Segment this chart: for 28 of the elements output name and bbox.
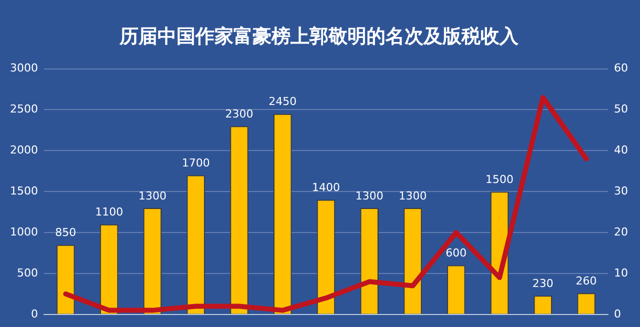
y2-tick-label: 60 — [614, 62, 628, 75]
y-tick-label: 500 — [16, 266, 38, 280]
data-label: 850 — [55, 226, 76, 240]
chart-title: 历届中国作家富豪榜上郭敬明的名次及版税收入 — [118, 25, 520, 48]
data-label: 260 — [576, 274, 597, 288]
data-label: 1300 — [398, 189, 427, 202]
data-label: 1300 — [355, 189, 384, 202]
y2-tick-label: 50 — [614, 102, 628, 116]
y-tick-label: 0 — [30, 307, 38, 320]
y-tick-label: 2500 — [10, 102, 38, 116]
data-label: 1400 — [312, 181, 340, 194]
y2-tick-label: 30 — [614, 184, 628, 198]
data-label: 1700 — [182, 156, 210, 170]
data-label: 1500 — [486, 172, 514, 186]
y-tick-label: 3000 — [10, 62, 38, 75]
data-label: 230 — [532, 276, 554, 290]
data-label: 1300 — [138, 189, 166, 202]
y2-tick-label: 40 — [614, 144, 628, 157]
y-tick-label: 1500 — [10, 184, 38, 198]
data-label: 2300 — [225, 107, 254, 120]
y-tick-label: 1000 — [10, 225, 38, 238]
data-label: 2450 — [268, 95, 297, 108]
data-label: 600 — [446, 246, 467, 260]
data-label: 1100 — [95, 206, 124, 219]
y-tick-label: 2000 — [10, 144, 38, 157]
y2-tick-label: 0 — [614, 307, 622, 320]
y2-tick-label: 20 — [614, 225, 628, 238]
y2-tick-label: 10 — [614, 266, 628, 280]
